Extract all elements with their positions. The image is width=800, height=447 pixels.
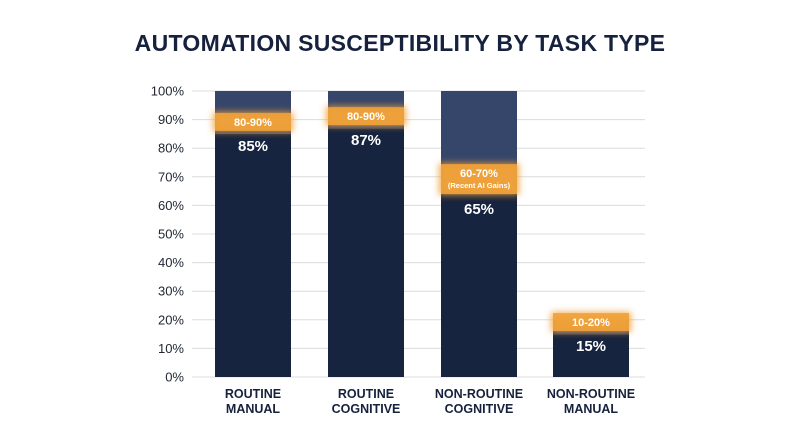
y-tick-label: 50% — [158, 227, 184, 242]
y-tick-label: 100% — [151, 84, 185, 99]
value-label: 85% — [238, 138, 268, 155]
y-tick-label: 40% — [158, 255, 184, 270]
value-label: 87% — [351, 132, 381, 149]
y-tick-label: 90% — [158, 112, 184, 127]
bar — [328, 128, 404, 377]
y-tick-label: 0% — [165, 370, 184, 385]
range-label: 10-20% — [572, 317, 610, 329]
category-label: MANUAL — [564, 402, 619, 416]
y-tick-label: 20% — [158, 312, 184, 327]
value-label: 15% — [576, 338, 606, 355]
range-highlight — [215, 112, 291, 131]
y-tick-label: 10% — [158, 341, 184, 356]
category-label: COGNITIVE — [332, 402, 401, 416]
y-axis: 0% 10% 20% 30% 40% 50% 60% 70% 80% 90% 100% — [151, 84, 185, 385]
y-tick-label: 80% — [158, 141, 184, 156]
bar — [553, 334, 629, 377]
category-label: COGNITIVE — [445, 402, 514, 416]
y-tick-label: 30% — [158, 284, 184, 299]
category-label: NON-ROUTINE — [547, 387, 635, 401]
range-label: 60-70% — [460, 168, 498, 180]
range-highlight — [553, 313, 629, 332]
category-label: ROUTINE — [338, 387, 394, 401]
category-label: NON-ROUTINE — [435, 387, 523, 401]
bar — [215, 133, 291, 377]
labels: 80-90% 85% 80-90% 87% 60-70%(Recent AI Gains… — [213, 106, 631, 355]
x-axis: ROUTINEMANUALROUTINECOGNITIVENON-ROUTINE… — [225, 387, 635, 416]
range-note: (Recent AI Gains) — [448, 181, 511, 190]
range-label: 80-90% — [347, 111, 385, 123]
bar — [441, 191, 517, 377]
range-highlight — [328, 107, 404, 126]
value-label: 65% — [464, 201, 494, 218]
category-label: MANUAL — [226, 402, 281, 416]
chart-title: AUTOMATION SUSCEPTIBILITY BY TASK TYPE — [134, 30, 666, 56]
range-highlight — [441, 164, 517, 195]
y-tick-label: 60% — [158, 198, 184, 213]
range-label: 80-90% — [234, 117, 272, 129]
category-label: ROUTINE — [225, 387, 281, 401]
y-tick-label: 70% — [158, 169, 184, 184]
